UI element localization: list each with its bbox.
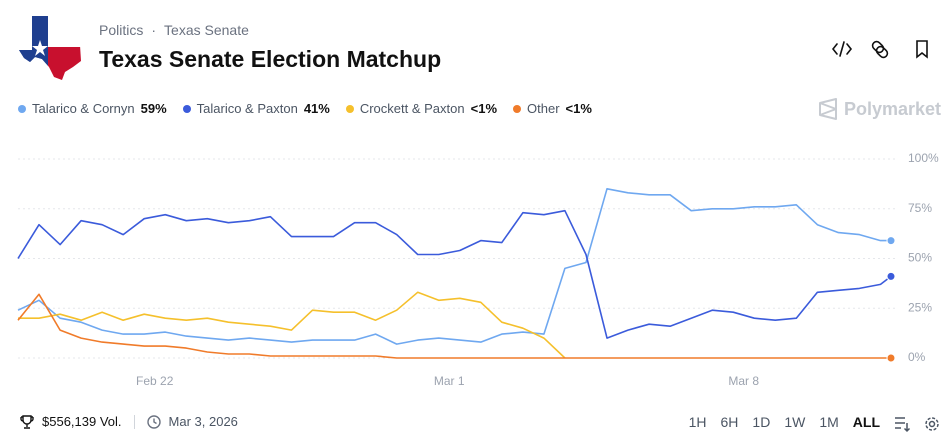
chart: 0% 25% 50% 75% 100% Feb 22 Mar 1 Mar 8 [17, 151, 939, 388]
market-info: $556,139 Vol. Mar 3, 2026 [20, 414, 238, 429]
range-button[interactable]: 1D [752, 414, 771, 430]
copy-link-button[interactable] [871, 40, 889, 59]
series-line [17, 209, 892, 339]
range-button[interactable]: 1W [784, 414, 806, 430]
legend-item[interactable]: Crockett & Paxton <1% [345, 101, 498, 116]
legend: Talarico & Cornyn 59% Talarico & Paxton 41%… [18, 101, 592, 116]
y-tick-label: 25% [908, 300, 932, 314]
end-point [886, 353, 896, 363]
bookmark-button[interactable] [916, 40, 928, 59]
range-button[interactable]: 6H [720, 414, 739, 430]
end-point [886, 271, 896, 281]
legend-item[interactable]: Other <1% [513, 101, 592, 116]
x-tick-label: Mar 8 [728, 374, 759, 388]
brand-logo: Polymarket [818, 98, 941, 120]
legend-item[interactable]: Talarico & Paxton 41% [182, 101, 330, 116]
legend-value: <1% [565, 101, 592, 116]
legend-value: 59% [140, 101, 167, 116]
texas-flag-icon [19, 16, 81, 80]
series-line [17, 293, 891, 359]
breadcrumbs: Politics · Texas Senate [99, 22, 249, 38]
embed-button[interactable] [832, 41, 853, 57]
breadcrumb[interactable]: Texas Senate [164, 22, 249, 38]
legend-swatch [345, 104, 354, 113]
legend-label: Other [527, 101, 560, 116]
y-tick-label: 50% [908, 251, 932, 265]
end-point [886, 236, 896, 246]
chart-controls [895, 417, 939, 433]
legend-swatch [182, 104, 191, 113]
breadcrumb[interactable]: Politics [99, 22, 144, 38]
legend-label: Talarico & Cornyn [32, 101, 135, 116]
legend-swatch [513, 104, 522, 113]
brand-icon [818, 98, 837, 120]
legend-item[interactable]: Talarico & Cornyn 59% [18, 101, 167, 116]
end-date: Mar 3, 2026 [168, 414, 238, 429]
separator [133, 414, 135, 429]
series-line [17, 188, 891, 345]
volume: $556,139 Vol. [42, 414, 122, 429]
separator: · [151, 22, 157, 38]
legend-value: 41% [303, 101, 330, 116]
y-tick-label: 0% [908, 350, 926, 364]
range-button[interactable]: 1M [819, 414, 839, 430]
y-tick-label: 75% [908, 201, 932, 215]
legend-swatch [18, 104, 26, 113]
legend-label: Crockett & Paxton [359, 101, 465, 116]
brand-name: Polymarket [843, 98, 941, 119]
clock-icon [146, 414, 161, 429]
range-button[interactable]: ALL [852, 414, 880, 430]
sort-button[interactable] [895, 417, 911, 433]
trophy-icon [20, 414, 34, 429]
settings-button[interactable] [925, 417, 939, 431]
page-title: Texas Senate Election Matchup [99, 46, 442, 72]
x-tick-label: Mar 1 [434, 374, 465, 388]
legend-label: Talarico & Paxton [196, 101, 298, 116]
legend-value: <1% [470, 101, 498, 116]
x-tick-label: Feb 22 [136, 374, 174, 388]
y-tick-label: 100% [908, 151, 939, 165]
series-line [18, 291, 566, 359]
time-range-selector: 1H 6H 1D 1W 1M ALL [689, 414, 880, 430]
header-actions [832, 40, 928, 59]
range-button[interactable]: 1H [688, 414, 707, 430]
